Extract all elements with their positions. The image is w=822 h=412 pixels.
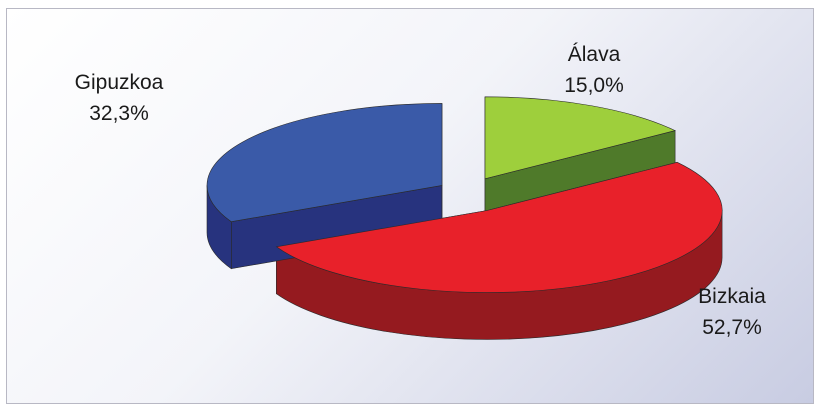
slice-label-gipuzkoa: Gipuzkoa — [75, 71, 164, 94]
slice-label-bizkaia: Bizkaia — [698, 285, 766, 308]
slice-value-bizkaia: 52,7% — [702, 316, 762, 339]
slice-label-alava: Álava — [568, 43, 621, 66]
slice-alava — [484, 96, 676, 180]
slice-gipuzkoa — [206, 103, 443, 223]
slice-bizkaia — [275, 161, 723, 293]
slice-value-gipuzkoa: 32,3% — [89, 102, 149, 125]
slice-value-alava: 15,0% — [564, 74, 624, 97]
